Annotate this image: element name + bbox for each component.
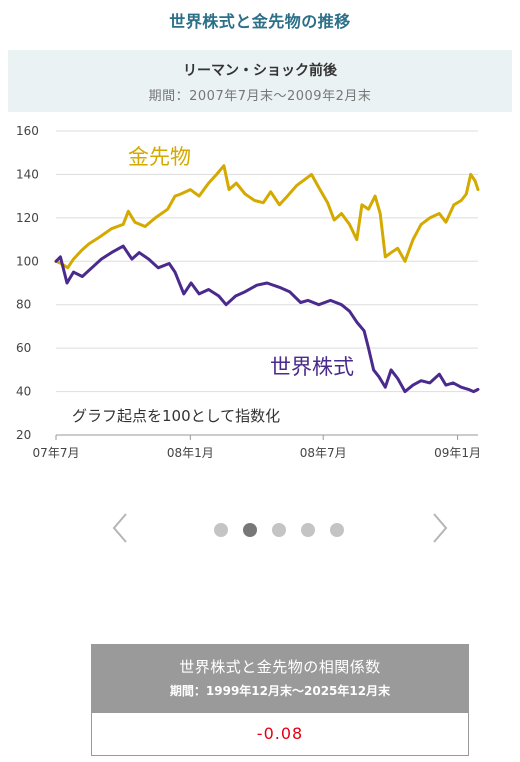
correlation-period: 期間：1999年12月末～2025年12月末: [169, 684, 391, 698]
y-tick-label: 60: [16, 341, 31, 355]
carousel-dot[interactable]: [272, 523, 286, 537]
correlation-header: 世界株式と金先物の相関係数 期間：1999年12月末～2025年12月末: [92, 645, 468, 713]
carousel-dot[interactable]: [330, 523, 344, 537]
y-tick-label: 100: [16, 254, 39, 268]
carousel-dot[interactable]: [301, 523, 315, 537]
y-tick-label: 140: [16, 167, 39, 181]
chart-labels: 20 40 60 80 100 120 140 160 07年7月 08年1月 08年7月 09年1月…: [16, 124, 481, 460]
carousel-dots: [214, 523, 344, 537]
correlation-box: 世界株式と金先物の相関係数 期間：1999年12月末～2025年12月末 -0.…: [91, 644, 469, 756]
chart-subheader: リーマン・ショック前後 期間：2007年7月末～2009年2月末: [8, 50, 512, 112]
chevron-left-icon: [112, 513, 127, 543]
series-label-stocks: 世界株式: [270, 355, 354, 379]
y-tick-label: 40: [16, 385, 31, 399]
correlation-title: 世界株式と金先物の相関係数: [179, 658, 381, 676]
chart-axes: [55, 434, 478, 440]
prev-slide-button[interactable]: [106, 510, 136, 546]
correlation-value: -0.08: [256, 724, 304, 743]
x-tick-label: 09年1月: [434, 446, 481, 460]
carousel-dot[interactable]: [214, 523, 228, 537]
series-label-gold: 金先物: [128, 145, 191, 169]
page-title: 世界株式と金先物の推移: [169, 12, 351, 31]
chart-note: グラフ起点を100として指数化: [72, 407, 280, 425]
y-tick-label: 20: [16, 428, 31, 442]
line-chart: 20 40 60 80 100 120 140 160 07年7月 08年1月 08年7月 09年1月…: [16, 124, 481, 460]
carousel-dot[interactable]: [243, 523, 257, 537]
carousel-nav: [0, 510, 520, 546]
chart-grid: [56, 130, 478, 393]
x-tick-label: 07年7月: [33, 446, 80, 460]
x-tick-label: 08年1月: [167, 446, 214, 460]
chart-series: [54, 164, 480, 394]
y-tick-label: 80: [16, 298, 31, 312]
y-tick-label: 120: [16, 211, 39, 225]
x-tick-label: 08年7月: [300, 446, 347, 460]
y-tick-label: 160: [16, 124, 39, 138]
series-line-1: [54, 244, 480, 394]
chart-subtitle: リーマン・ショック前後: [183, 63, 337, 79]
series-line-0: [54, 164, 480, 270]
chart-period: 期間：2007年7月末～2009年2月末: [148, 89, 372, 104]
chevron-right-icon: [433, 513, 448, 543]
next-slide-button[interactable]: [424, 510, 454, 546]
